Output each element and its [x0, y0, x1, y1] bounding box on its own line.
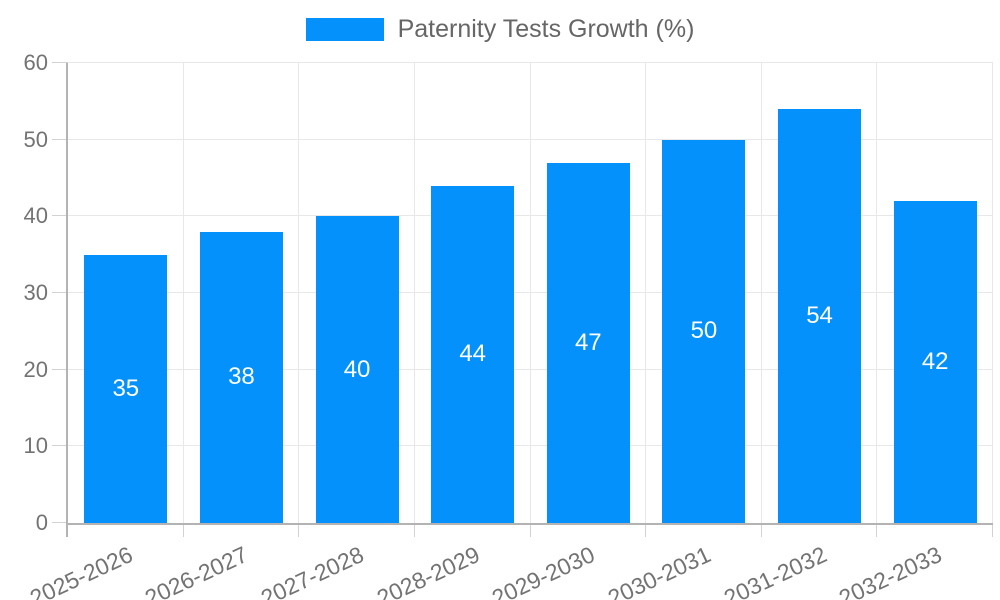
- y-axis-tick: [52, 215, 68, 217]
- x-axis-tick: [645, 523, 647, 537]
- y-axis-tick: [52, 138, 68, 140]
- x-axis-category-label: 2030-2031: [603, 541, 715, 600]
- bar[interactable]: 40: [315, 216, 399, 523]
- bar-value-label: 44: [459, 340, 487, 368]
- gridline-vertical: [645, 63, 647, 523]
- gridline-vertical: [413, 63, 415, 523]
- x-axis-category-label: 2027-2028: [256, 541, 368, 600]
- gridline-vertical: [298, 63, 300, 523]
- gridline-vertical: [182, 63, 184, 523]
- x-axis-category-label: 2029-2030: [488, 541, 599, 600]
- y-axis-tick: [52, 62, 68, 63]
- gridline-vertical: [992, 63, 993, 523]
- bar[interactable]: 54: [778, 109, 862, 523]
- y-axis-tick: [52, 522, 68, 523]
- y-axis-tick-label: 40: [23, 203, 48, 229]
- y-axis-tick-label: 10: [23, 433, 48, 459]
- bar-value-label: 42: [921, 348, 949, 375]
- bar-value-label: 40: [343, 355, 371, 383]
- bar[interactable]: 38: [199, 231, 283, 523]
- bar[interactable]: 50: [662, 139, 746, 523]
- y-axis-tick: [52, 368, 68, 370]
- x-axis-tick: [298, 523, 300, 537]
- legend: Paternity Tests Growth (%): [0, 14, 1000, 44]
- x-axis-tick: [182, 523, 184, 537]
- bar[interactable]: 47: [546, 162, 630, 523]
- gridline-horizontal: [68, 292, 993, 293]
- gridline-vertical: [876, 63, 878, 523]
- gridline-vertical: [529, 63, 531, 523]
- gridline-horizontal: [68, 62, 993, 63]
- x-axis-category-label: 2032-2033: [835, 541, 946, 600]
- legend-item[interactable]: Paternity Tests Growth (%): [305, 14, 695, 44]
- bar[interactable]: 44: [431, 185, 515, 523]
- y-axis-tick: [52, 292, 68, 293]
- bar-value-label: 35: [112, 374, 140, 402]
- bar-value-label: 54: [806, 302, 833, 329]
- y-axis-tick-label: 30: [23, 280, 48, 305]
- bar[interactable]: 42: [893, 201, 977, 523]
- bar-value-label: 47: [574, 328, 602, 356]
- x-axis-category-label: 2025-2026: [25, 541, 137, 600]
- x-axis-tick: [876, 523, 878, 537]
- gridline-horizontal: [68, 445, 993, 447]
- x-axis-category-label: 2031-2032: [719, 541, 831, 600]
- legend-label: Paternity Tests Growth (%): [397, 15, 695, 43]
- x-axis-category-label: 2028-2029: [372, 541, 484, 600]
- x-axis-tick: [413, 523, 415, 537]
- bar-value-label: 38: [228, 363, 255, 391]
- gridline-horizontal: [68, 368, 993, 370]
- gridline-vertical: [760, 63, 762, 523]
- x-axis-tick: [529, 523, 531, 537]
- bar-value-label: 50: [690, 317, 718, 345]
- x-axis-category-label: 2026-2027: [141, 541, 253, 600]
- y-axis-tick-label: 20: [23, 356, 48, 382]
- y-axis-tick-label: 50: [23, 126, 48, 152]
- y-axis-tick-label: 0: [35, 510, 48, 535]
- gridline-horizontal: [68, 215, 993, 217]
- legend-swatch: [305, 17, 384, 41]
- x-axis-tick: [760, 523, 762, 537]
- x-axis-line: [68, 523, 993, 525]
- x-axis-tick: [992, 523, 993, 537]
- y-axis-tick: [52, 445, 68, 447]
- y-axis-tick-label: 60: [23, 50, 48, 75]
- bar[interactable]: 35: [84, 254, 168, 523]
- y-axis-line: [66, 63, 68, 537]
- gridline-horizontal: [68, 138, 993, 140]
